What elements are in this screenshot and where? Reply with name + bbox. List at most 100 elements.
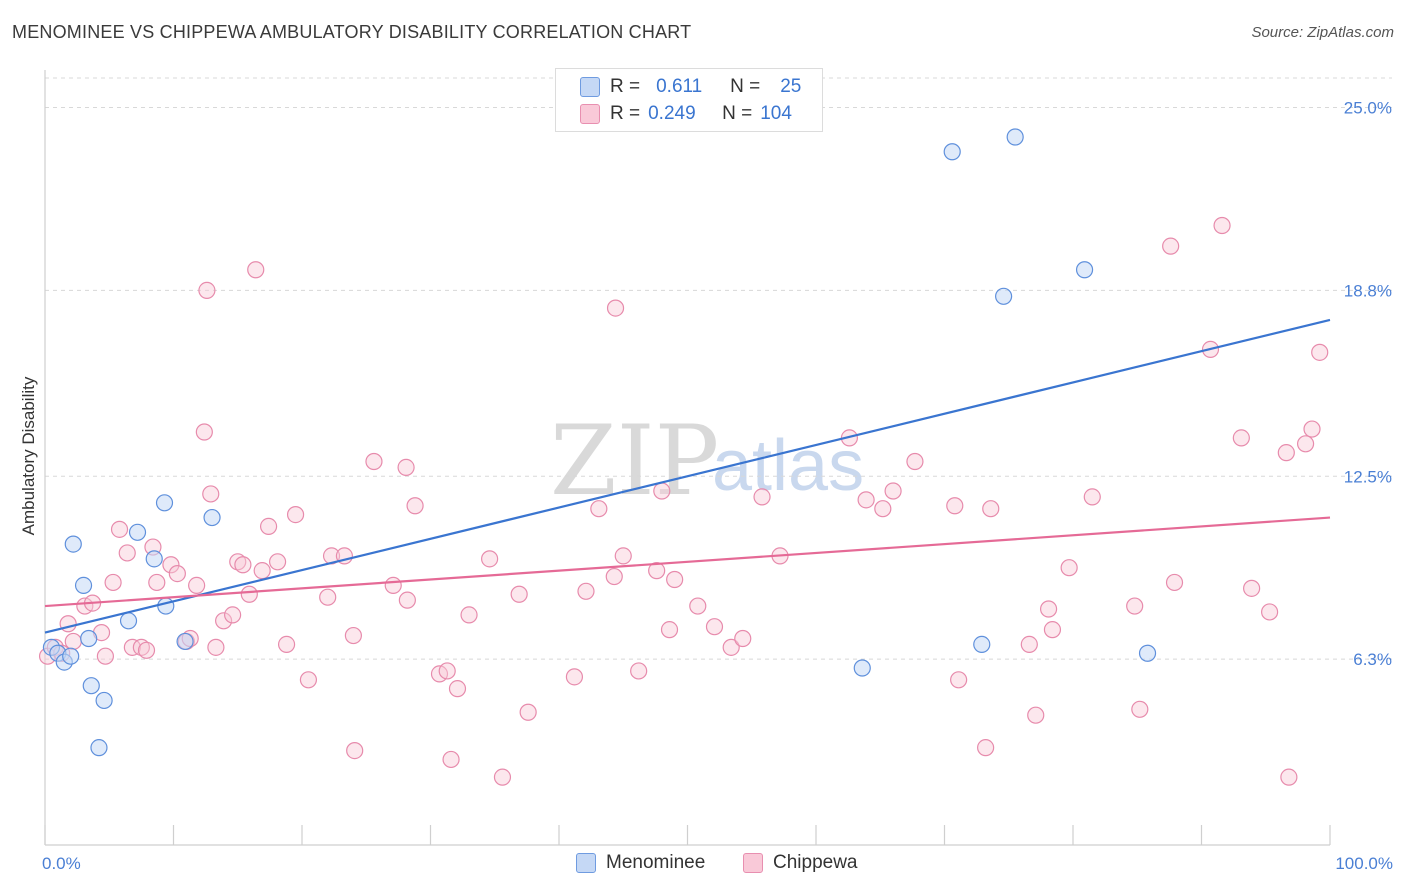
chippewa-point [215, 612, 233, 630]
chippewa-point [493, 768, 512, 786]
menominee-label: Menominee [606, 852, 706, 873]
menominee-point [95, 691, 113, 710]
chippewa-point [1020, 635, 1038, 654]
source-label: Source: ZipAtlas.com [1251, 24, 1394, 41]
chippewa-point [1261, 603, 1279, 621]
chart-title: MENOMINEE VS CHIPPEWA AMBULATORY DISABIL… [12, 22, 692, 42]
chippewa-point [1277, 444, 1295, 462]
chippewa-point [148, 573, 166, 592]
y-axis-title: Ambulatory Disability [19, 376, 38, 535]
chippewa-point [519, 703, 537, 721]
chippewa-point [64, 632, 82, 651]
chippewa-point [207, 638, 225, 656]
chippewa-point [268, 553, 287, 571]
chippewa-point [1083, 488, 1101, 506]
chippewa-point [1165, 573, 1184, 592]
chippewa-point [630, 662, 648, 680]
chippewa-point [234, 556, 252, 574]
chippewa-point [648, 562, 666, 580]
chippewa-point [168, 564, 186, 583]
legend-n-value: 25 [780, 76, 802, 97]
chippewa-point [259, 517, 278, 536]
watermark: ZIP atlas [550, 405, 864, 517]
trend-lines [44, 318, 1331, 634]
chippewa-point [874, 500, 892, 518]
menominee-point [64, 535, 82, 553]
watermark-zip: ZIP [550, 405, 719, 517]
chippewa-point [188, 576, 206, 595]
chippewa-point [982, 500, 1000, 518]
chippewa-point [1060, 559, 1078, 577]
chippewa-points [38, 216, 1329, 786]
chippewa-point [884, 482, 902, 500]
chippewa-point [137, 641, 156, 659]
chippewa-point [653, 482, 671, 500]
menominee-point [82, 677, 100, 695]
menominee-point [973, 635, 991, 654]
chippewa-point [1131, 700, 1149, 718]
menominee-trend-line [44, 318, 1331, 634]
chippewa-point [202, 485, 220, 503]
chippewa-point [577, 582, 595, 600]
legend-r-value: 0.249 [648, 103, 696, 124]
chippewa-trend-line [44, 516, 1331, 608]
chippewa-swatch [743, 853, 763, 873]
chippewa-point [438, 662, 456, 680]
chippewa-point [689, 597, 707, 615]
chippewa-point [346, 741, 364, 760]
chippewa-point [198, 281, 216, 299]
chippewa-point [705, 618, 724, 636]
legend-row-chippewa: R = 0.249 N = 104 [580, 101, 792, 127]
chippewa-point [590, 500, 608, 518]
chippewa-point [240, 585, 258, 603]
chippewa-point [365, 452, 383, 471]
chippewa-point [448, 680, 467, 698]
menominee-point [1138, 644, 1157, 662]
menominee-point [176, 632, 194, 651]
x-tick-label: 100.0% [1335, 854, 1393, 873]
chippewa-point [946, 497, 964, 515]
chippewa-point [442, 750, 460, 769]
chippewa-point [977, 739, 995, 757]
menominee-point [80, 629, 98, 648]
menominee-point [155, 494, 174, 512]
chippewa-point [397, 458, 415, 476]
axis-labels: 6.3% 12.5% 18.8% 25.0% 0.0% 100.0% Ambulatory … [19, 99, 1393, 874]
chippewa-point [906, 452, 924, 471]
legend-n-value: 104 [760, 103, 792, 124]
chippewa-point [857, 491, 875, 509]
chippewa-point [123, 638, 141, 656]
menominee-point [1075, 261, 1094, 279]
legend-n-label: N = [730, 76, 761, 97]
chippewa-point [565, 668, 584, 686]
chippewa-point [384, 576, 402, 595]
chippewa-point [510, 585, 528, 603]
chippewa-point [344, 626, 362, 645]
chippewa-point [614, 547, 632, 565]
chippewa-point [1213, 216, 1231, 235]
menominee-point [1006, 128, 1024, 146]
menominee-point [943, 143, 961, 161]
legend-n-label: N = [722, 103, 753, 124]
menominee-point [853, 659, 871, 677]
chippewa-point [1311, 343, 1329, 361]
chippewa-point [1303, 420, 1321, 438]
chippewa-point [1162, 237, 1180, 255]
menominee-point [157, 597, 175, 615]
menominee-swatch [576, 853, 596, 873]
menominee-point [119, 612, 138, 630]
chippewa-point [1243, 579, 1261, 597]
chippewa-point [319, 588, 337, 606]
bottom-legend-chippewa: Chippewa [743, 852, 858, 874]
chippewa-point [229, 553, 247, 571]
chippewa-point [299, 671, 318, 689]
chippewa-point [1039, 600, 1058, 618]
chippewa-point [481, 550, 499, 568]
legend-row-menominee: R = 0.611 N = 25 [580, 74, 801, 100]
chippewa-point [132, 638, 150, 656]
menominee-point [74, 576, 93, 595]
correlation-legend: R = 0.611 N = 25 R = 0.249 N = 104 [555, 68, 823, 132]
chippewa-label: Chippewa [773, 852, 858, 873]
chippewa-point [753, 488, 771, 506]
